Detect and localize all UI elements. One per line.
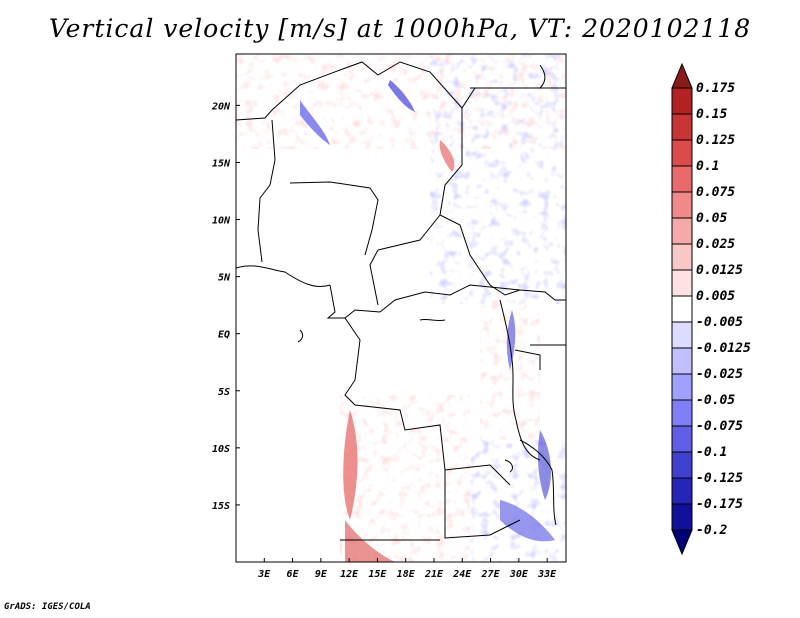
longitude-axis: 3E 6E 9E 12E 15E 18E 21E 24E 27E 30E 33E: [257, 558, 557, 580]
colorbar-top-arrow: [671, 62, 693, 89]
lat-tick-label: 5N: [218, 273, 231, 284]
lon-tick-label: 30E: [509, 569, 529, 580]
colorbar-label: 0.075: [696, 185, 735, 200]
lat-tick-label: 20N: [211, 101, 231, 112]
colorbar-label: 0.175: [696, 81, 735, 96]
colorbar-swatch: [671, 347, 693, 375]
lat-tick-label: EQ: [218, 330, 230, 341]
colorbar-label: 0.005: [696, 289, 735, 304]
colorbar-label: -0.05: [696, 393, 735, 408]
colorbar-bottom-arrow: [671, 529, 693, 556]
colorbar-label: -0.2: [696, 523, 727, 538]
lat-tick-label: 10S: [212, 444, 230, 455]
colorbar-label: -0.005: [696, 315, 743, 330]
colorbar-swatch: [671, 399, 693, 427]
colorbar-label: 0.1: [696, 159, 719, 174]
grads-credit: GrADS: IGES/COLA: [4, 602, 91, 612]
colorbar-swatch: [671, 87, 693, 115]
colorbar-label: 0.05: [696, 211, 727, 226]
lon-tick-label: 24E: [452, 569, 472, 580]
lon-tick-label: 21E: [424, 569, 444, 580]
lon-tick-label: 27E: [481, 569, 501, 580]
lat-tick-label: 10N: [212, 216, 231, 227]
colorbar-swatch: [671, 165, 693, 193]
colorbar-label: -0.1: [696, 445, 727, 460]
colorbar-swatch: [671, 113, 693, 141]
colorbar-swatch: [671, 503, 693, 531]
colorbar-swatch: [671, 295, 693, 323]
colorbar-label: -0.125: [696, 471, 743, 486]
colorbar-label: 0.0125: [696, 263, 743, 278]
lon-tick-label: 33E: [537, 569, 557, 580]
lon-tick-label: 18E: [397, 569, 416, 580]
map-title: Vertical velocity [m/s] at 1000hPa, VT: …: [48, 14, 752, 43]
colorbar-label: -0.0125: [696, 341, 751, 356]
lon-tick-label: 15E: [368, 569, 387, 580]
colorbar-label: -0.025: [696, 367, 743, 382]
colorbar-swatch: [671, 425, 693, 453]
colorbar-swatch: [671, 243, 693, 271]
colorbar-swatch: [671, 477, 693, 505]
colorbar-swatch: [671, 217, 693, 245]
colorbar-swatch: [671, 321, 693, 349]
colorbar-label: -0.175: [696, 497, 743, 512]
lon-tick-label: 12E: [340, 569, 359, 580]
lat-tick-label: 5S: [218, 387, 230, 398]
colorbar-label: -0.075: [696, 419, 743, 434]
vertical-velocity-field: [236, 54, 566, 562]
colorbar: 0.175 0.15 0.125 0.1 0.075 0.05 0.025 0.0125 0.0…: [671, 62, 751, 556]
country-boundaries: [236, 54, 566, 541]
colorbar-label: 0.025: [696, 237, 735, 252]
colorbar-swatch: [671, 191, 693, 219]
colorbar-swatch: [671, 451, 693, 479]
map-frame: [235, 53, 567, 563]
latitude-axis: 20N 15N 10N 5N EQ 5S 10S 15S: [211, 101, 240, 512]
colorbar-label: 0.15: [696, 107, 727, 122]
colorbar-swatch: [671, 373, 693, 401]
lon-tick-label: 6E: [287, 569, 300, 580]
lat-tick-label: 15N: [212, 158, 231, 169]
lon-tick-label: 3E: [257, 569, 271, 580]
colorbar-swatch: [671, 269, 693, 297]
lon-tick-label: 9E: [315, 569, 328, 580]
lat-tick-label: 15S: [212, 501, 230, 512]
colorbar-label: 0.125: [696, 133, 735, 148]
colorbar-swatch: [671, 139, 693, 167]
